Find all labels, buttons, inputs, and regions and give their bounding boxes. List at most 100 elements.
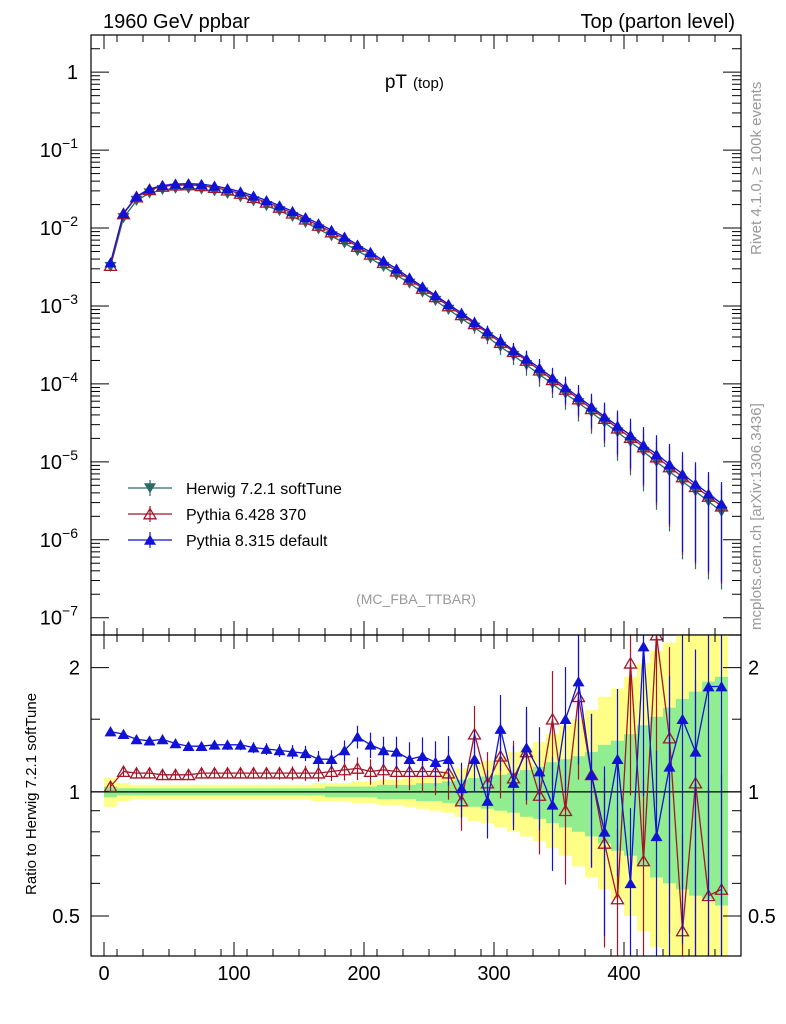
ratio-point (481, 795, 494, 806)
ratio-point (429, 756, 442, 767)
ratio-point (220, 766, 235, 779)
side-rivet-label: Rivet 4.1.0, ≥ 100k events (748, 82, 765, 255)
data-point (182, 178, 195, 189)
legend-marker (144, 534, 156, 545)
ratio-point (520, 742, 533, 753)
data-point (286, 205, 299, 217)
ratio-point (208, 739, 221, 750)
ratio-point (468, 753, 481, 764)
data-point (559, 382, 572, 393)
ratio-point (130, 734, 143, 745)
data-point (533, 362, 546, 373)
ratio-point (117, 728, 130, 739)
ratio-point (624, 877, 637, 889)
header-left: 1960 GeV ppbar (103, 11, 250, 33)
legend-label: Herwig 7.2.1 softTune (186, 481, 342, 498)
ratio-point (546, 799, 559, 810)
ratio-line-pythia6 (110, 635, 722, 932)
ratio-point (273, 745, 286, 756)
ratio-point (182, 740, 195, 752)
y-tick-label: 1 (67, 62, 78, 84)
ratio-point (389, 764, 404, 777)
ratio-frame (90, 634, 742, 957)
ratio-point (259, 766, 274, 779)
data-point (325, 224, 338, 235)
ratio-y-tick-label-right: 0.5 (748, 906, 776, 928)
legend-marker (142, 507, 158, 520)
data-point (273, 200, 286, 211)
data-point (143, 183, 156, 194)
data-point (611, 420, 624, 431)
ratio-point (338, 745, 351, 756)
plot-title: pT (385, 72, 408, 93)
data-point (416, 281, 429, 292)
data-point (247, 190, 260, 201)
ratio-point (298, 766, 313, 779)
ratio-point (156, 734, 169, 745)
data-point (156, 180, 169, 191)
ratio-point (598, 826, 611, 837)
y-tick-label: 10−3 (40, 291, 78, 318)
data-point (572, 391, 585, 402)
ratio-point (390, 746, 403, 757)
data-point (637, 439, 650, 450)
ratio-point (142, 766, 157, 779)
ratio-point (129, 766, 144, 779)
series-line-pythia8 (109, 182, 722, 505)
ratio-point (233, 766, 248, 779)
header-right: Top (parton level) (580, 11, 735, 33)
ratio-point (533, 766, 546, 777)
data-point (169, 178, 182, 189)
ratio-point (351, 731, 364, 742)
y-tick-label: 10−2 (40, 213, 78, 240)
ratio-panel: 0.5 0.5 1 1 2 2 0 100 200 300 400 (52, 634, 776, 985)
data-point (377, 255, 390, 266)
data-point (299, 211, 312, 223)
data-point (351, 239, 364, 250)
data-point (130, 190, 143, 202)
ratio-point (143, 735, 156, 746)
data-point (494, 335, 507, 346)
data-point (520, 353, 533, 364)
data-point (676, 468, 689, 479)
ratio-point (285, 766, 300, 779)
ratio-point (169, 738, 182, 749)
data-point (442, 298, 455, 310)
data-point (390, 263, 403, 274)
data-point (208, 180, 221, 191)
y-tick-label: 10−4 (40, 369, 78, 396)
series-line-herwig (109, 187, 722, 513)
data-point (468, 316, 481, 327)
legend: Herwig 7.2.1 softTune Pythia 6.428 370 Pyt… (128, 480, 342, 550)
ratio-y-tick-label: 2 (69, 658, 80, 680)
ratio-point (337, 763, 352, 776)
ratio-point (494, 723, 507, 734)
ratio-point (637, 641, 650, 652)
ratio-point (168, 768, 183, 781)
ratio-point (650, 830, 663, 842)
ratio-point (324, 764, 339, 777)
legend-label: Pythia 6.428 370 (186, 507, 306, 524)
side-mcplots-label: mcplots.cern.ch [arXiv:1306.3436] (748, 403, 765, 630)
data-point (429, 289, 442, 301)
uncertainty-band-inner (572, 756, 585, 832)
data-point (260, 195, 273, 206)
ratio-point (623, 656, 638, 669)
x-tick-label: 300 (477, 963, 510, 985)
data-point (546, 372, 559, 383)
ratio-point (195, 740, 208, 752)
data-point (403, 272, 416, 283)
ratio-point (572, 676, 585, 687)
y-tick-label: 10−5 (40, 447, 78, 474)
ratio-point (103, 779, 118, 792)
ratio-point (377, 745, 390, 756)
data-point (689, 478, 702, 489)
ratio-point (636, 854, 651, 867)
y-tick-label: 10−6 (40, 525, 78, 552)
ratio-y-tick-label: 1 (69, 782, 80, 804)
ratio-point (272, 766, 287, 779)
y-tick-label: 10−1 (40, 135, 78, 162)
data-point (507, 344, 520, 356)
data-point (481, 326, 494, 337)
